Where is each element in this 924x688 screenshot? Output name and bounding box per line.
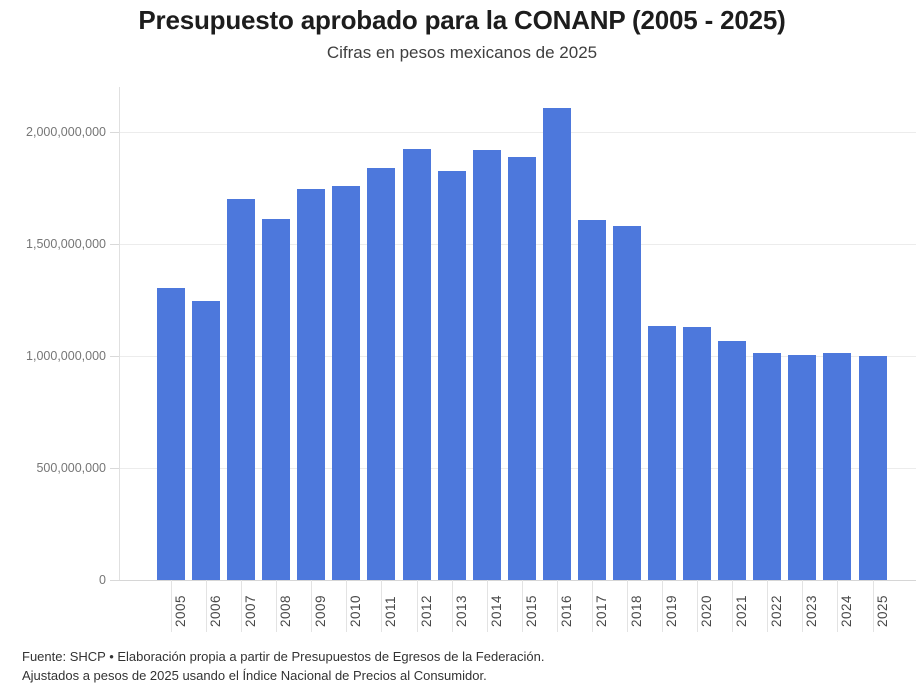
y-axis-tick (110, 244, 120, 245)
bar-2018 (612, 226, 641, 580)
bar-2023 (788, 354, 817, 580)
x-axis-label: 2009 (313, 594, 329, 627)
x-axis-label: 2016 (558, 594, 574, 627)
x-axis-label: 2018 (628, 594, 644, 627)
x-axis-tick (311, 580, 313, 632)
y-axis-label: 1,500,000,000 (26, 237, 106, 251)
x-axis-label: 2008 (278, 594, 294, 627)
x-axis-label: 2019 (664, 594, 680, 627)
x-axis-tick (767, 580, 769, 632)
y-axis-label: 500,000,000 (36, 461, 106, 475)
y-axis-label: 2,000,000,000 (26, 125, 106, 139)
x-axis-label: 2023 (804, 594, 820, 627)
x-axis-tick (802, 580, 804, 632)
bar-2021 (718, 341, 747, 580)
x-axis-tick (241, 580, 243, 632)
x-axis-label: 2022 (769, 594, 785, 627)
x-axis-label: 2011 (383, 595, 399, 627)
x-axis-label: 2006 (208, 594, 224, 627)
x-axis-tick (451, 580, 453, 632)
x-axis-tick (346, 580, 348, 632)
x-axis-tick (697, 580, 699, 632)
x-axis-tick (206, 580, 208, 632)
x-axis-tick (872, 580, 874, 632)
bar-2020 (683, 326, 712, 580)
bar-2011 (367, 167, 396, 580)
x-axis-label: 2021 (734, 594, 750, 627)
chart-title: Presupuesto aprobado para la CONANP (200… (138, 5, 786, 35)
x-axis-label: 2020 (699, 594, 715, 627)
x-axis-tick (556, 580, 558, 632)
source-note: Fuente: SHCP • Elaboración propia a part… (22, 648, 544, 685)
x-axis-label: 2025 (874, 594, 890, 627)
x-axis-tick (276, 580, 278, 632)
x-axis-label: 2024 (839, 594, 855, 627)
bar-2019 (648, 325, 677, 580)
bar-2013 (437, 171, 466, 580)
x-axis-label: 2014 (488, 594, 504, 627)
chart-subtitle: Cifras en pesos mexicanos de 2025 (326, 43, 598, 62)
bar-2009 (297, 189, 326, 580)
y-axis-label: 1,000,000,000 (26, 349, 106, 363)
x-axis-tick (626, 580, 628, 632)
x-axis-tick (662, 580, 664, 632)
y-axis-label: 0 (99, 573, 106, 587)
y-gridline (120, 580, 916, 581)
bar-2016 (542, 108, 571, 580)
bar-2010 (332, 185, 361, 580)
x-axis-label: 2017 (593, 594, 609, 627)
x-axis-tick (732, 580, 734, 632)
bar-2008 (262, 219, 291, 580)
x-axis-label: 2007 (243, 594, 259, 627)
y-axis-tick (110, 580, 120, 581)
y-gridline (120, 132, 916, 133)
x-axis-label: 2012 (418, 594, 434, 627)
bar-2012 (402, 148, 431, 580)
x-axis-label: 2010 (348, 594, 364, 627)
y-axis-tick (110, 356, 120, 357)
source-line: Fuente: SHCP • Elaboración propia a part… (22, 649, 545, 664)
y-axis-line (119, 87, 120, 580)
x-axis-tick (416, 580, 418, 632)
x-axis-tick (486, 580, 488, 632)
bar-2006 (192, 301, 221, 580)
x-axis-tick (591, 580, 593, 632)
bar-2017 (577, 220, 606, 580)
x-axis-label: 2015 (523, 594, 539, 627)
x-axis-label: 2005 (173, 594, 188, 627)
x-axis-tick (171, 580, 172, 632)
note-line: Ajustados a pesos de 2025 usando el Índi… (22, 667, 487, 683)
bar-2005 (157, 287, 185, 580)
x-axis-tick (381, 580, 383, 632)
bar-2022 (753, 352, 782, 580)
bar-2024 (823, 352, 852, 580)
bar-2025 (858, 356, 887, 580)
bar-2007 (227, 199, 256, 580)
y-axis-tick (110, 132, 120, 133)
y-axis-tick (110, 468, 120, 469)
x-axis-tick (837, 580, 839, 632)
bar-2014 (472, 149, 501, 580)
x-axis-label: 2013 (453, 594, 469, 627)
bar-2015 (507, 156, 536, 580)
x-axis-tick (521, 580, 523, 632)
